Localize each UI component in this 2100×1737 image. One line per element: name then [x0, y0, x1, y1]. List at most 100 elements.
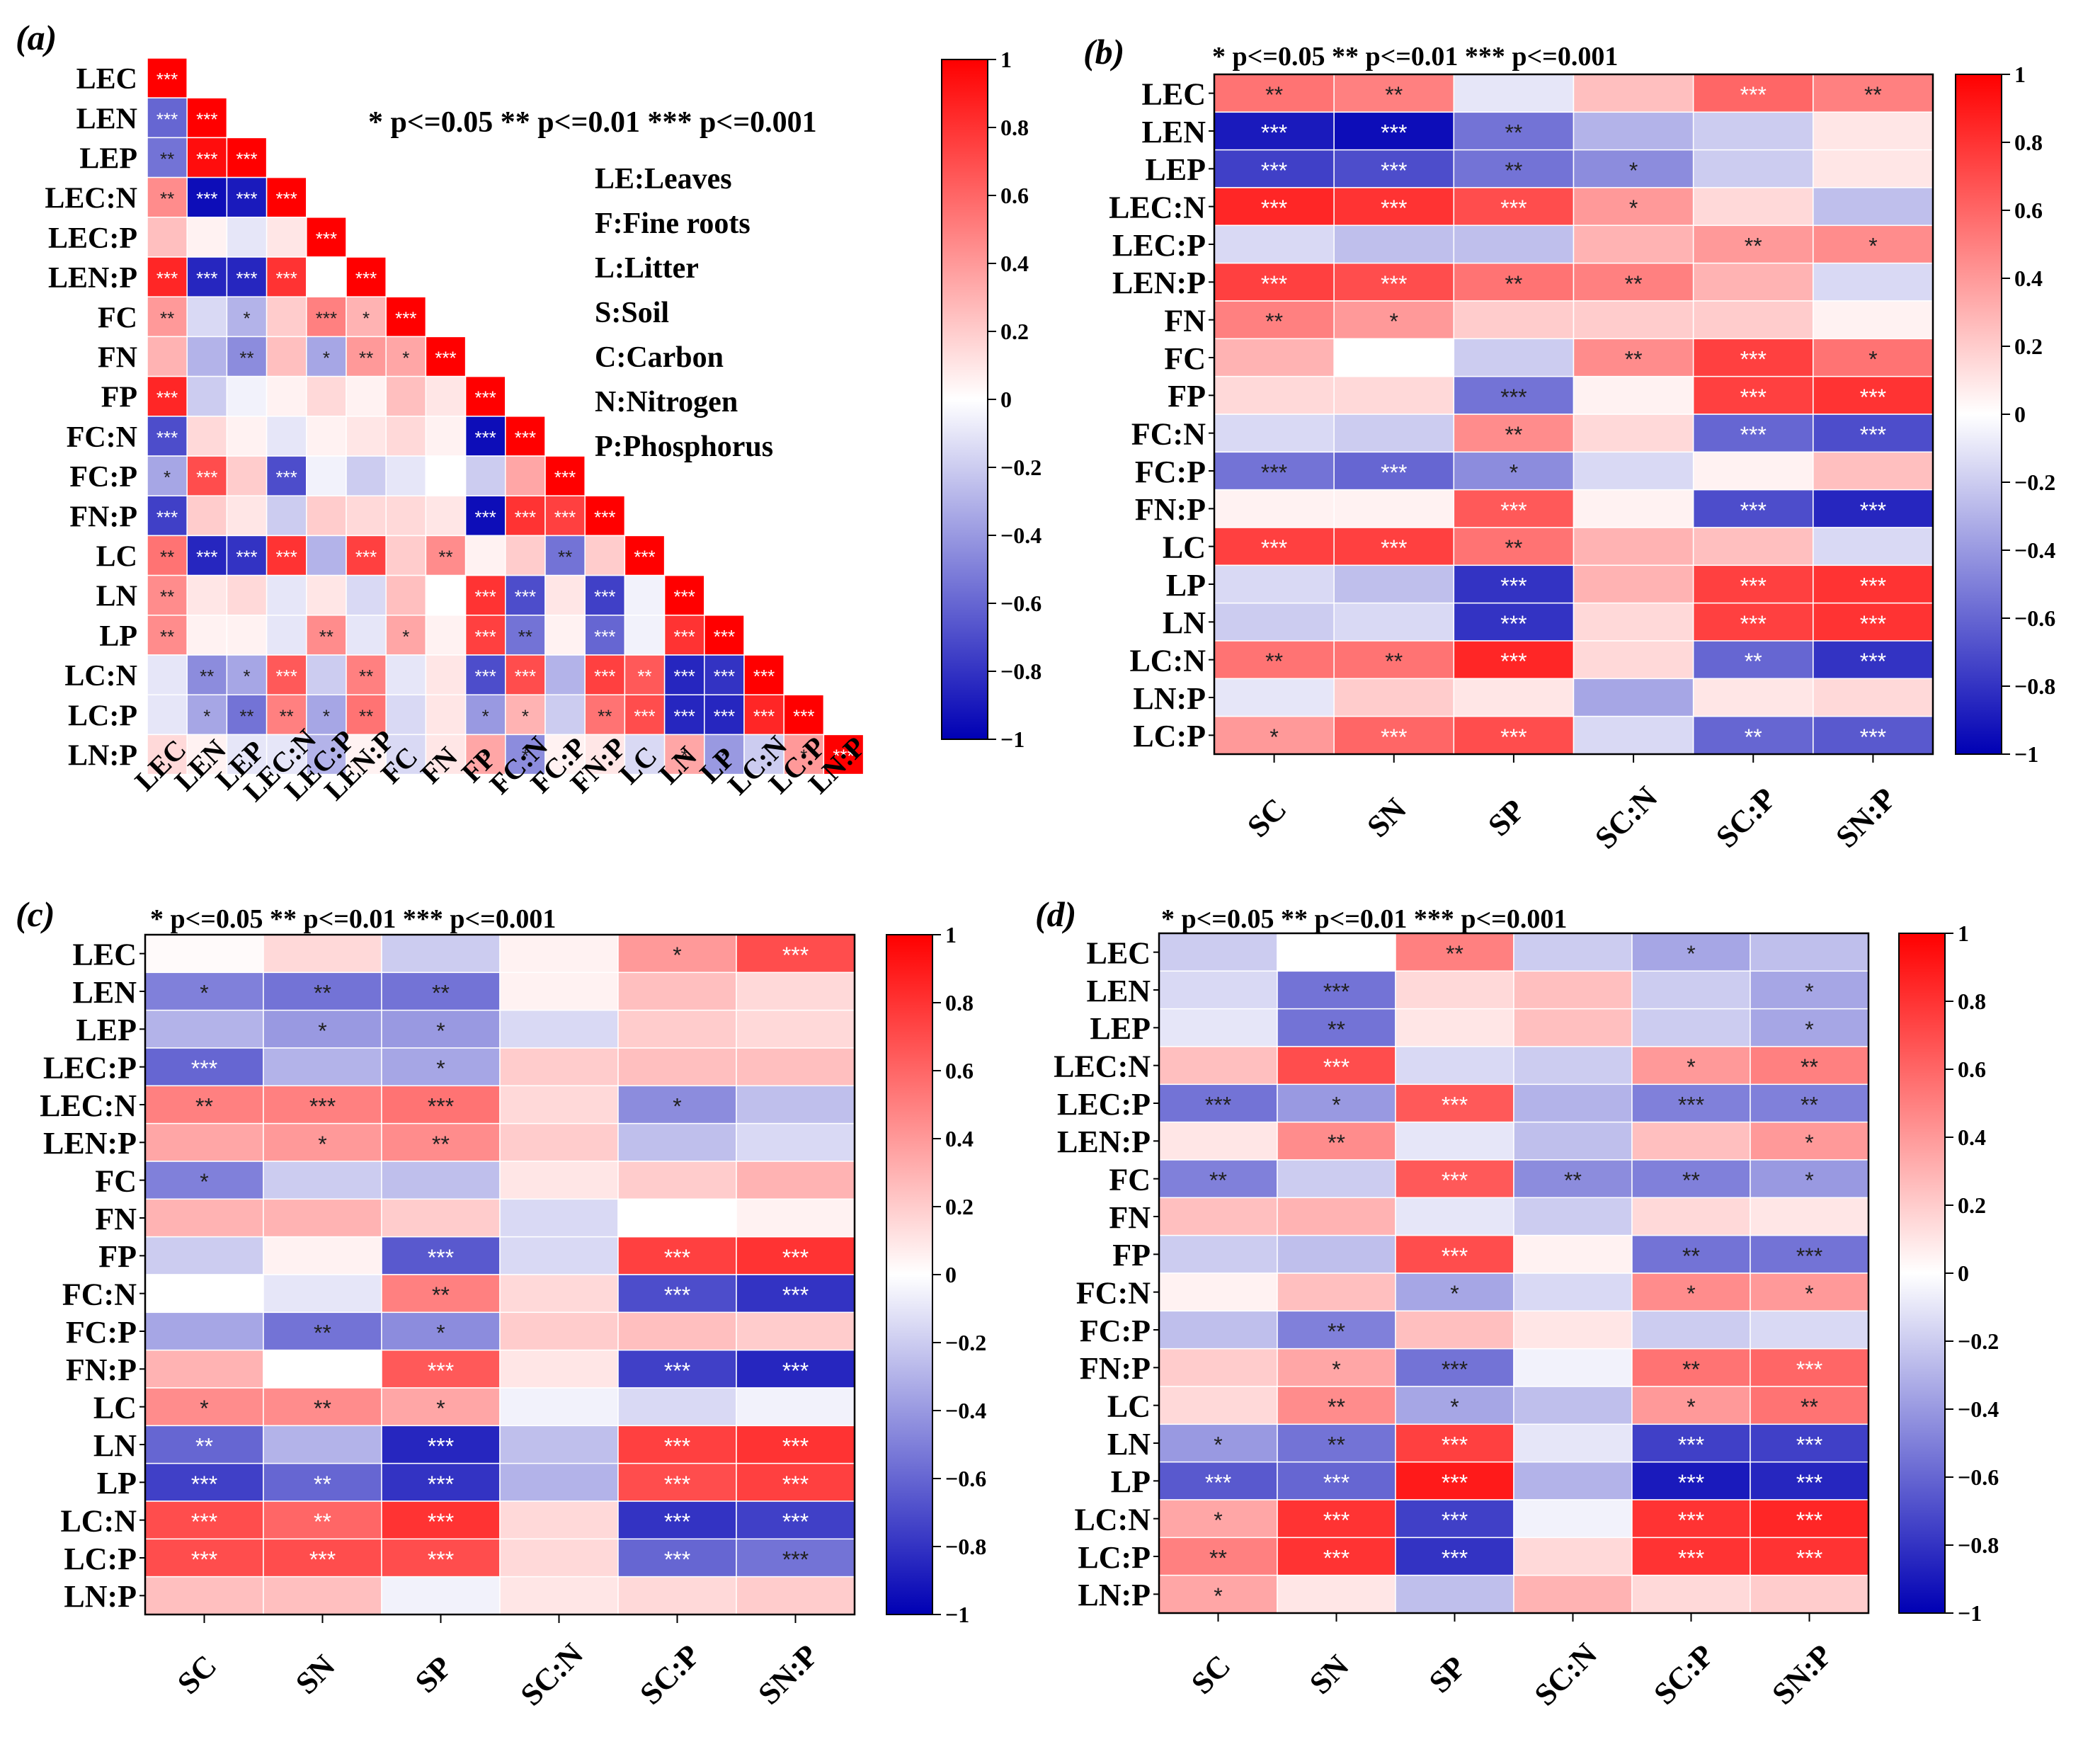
heatmap-cell [464, 574, 506, 616]
significance-label: *** [1381, 460, 1407, 485]
heatmap-cell [1631, 970, 1751, 1010]
heatmap-cell [1158, 970, 1278, 1010]
heatmap-cell [1750, 1121, 1869, 1161]
significance-label: * [1332, 1357, 1340, 1382]
heatmap-cell [544, 615, 586, 656]
heatmap-cell [147, 574, 188, 616]
significance-label: ** [314, 1396, 331, 1421]
heatmap-cell [186, 176, 228, 218]
heatmap-cell [1333, 300, 1455, 340]
significance-label: *** [1500, 195, 1527, 221]
column-label: SN [1360, 791, 1413, 844]
heatmap-cell [1158, 1083, 1278, 1123]
heatmap-cell [1277, 1234, 1396, 1274]
row-label: LEC [1142, 77, 1206, 112]
significance-label: *** [634, 547, 655, 568]
heatmap-cell [1813, 300, 1934, 340]
significance-label: * [1629, 195, 1638, 221]
colorbar-tick-label: −0.6 [1000, 591, 1042, 616]
heatmap-cell [1631, 1234, 1751, 1274]
heatmap-cell [736, 1349, 855, 1389]
row-label: LC:N [64, 660, 137, 693]
heatmap-cell [1214, 224, 1335, 264]
row-label: LN [96, 581, 137, 613]
row-label: LEN [76, 103, 137, 135]
heatmap-cell [743, 654, 784, 695]
significance-label: ** [239, 348, 253, 369]
heatmap-cell [1395, 1234, 1514, 1274]
significance-label: * [1269, 724, 1278, 750]
row-label: LN:P [1078, 1578, 1151, 1612]
colorbar-tick-label: 0.2 [945, 1194, 974, 1219]
significance-label: *** [1381, 120, 1407, 145]
heatmap-cell [1453, 564, 1575, 604]
heatmap-cell [266, 296, 307, 338]
significance-label: ** [1745, 649, 1762, 674]
row-label: LC:N [60, 1504, 137, 1539]
heatmap-cell [381, 1387, 501, 1427]
row-label: FN [1109, 1200, 1151, 1235]
significance-label: *** [309, 1547, 336, 1572]
significance-label: *** [236, 268, 257, 289]
significance-label: *** [1860, 611, 1886, 637]
significance-label: *** [1740, 385, 1767, 410]
significance-label: ** [1745, 724, 1762, 750]
heatmap-cell [186, 574, 228, 616]
significance-label: * [1805, 1017, 1813, 1042]
significance-label: *** [664, 1282, 690, 1308]
heatmap-cell [263, 1085, 382, 1124]
heatmap-cell [1513, 1537, 1633, 1576]
significance-label: * [1214, 1583, 1222, 1609]
heatmap-cell [266, 416, 307, 457]
heatmap-cell [425, 615, 467, 656]
heatmap-cell [499, 934, 619, 974]
heatmap-c: * ***LEC* ** **LEN* *LEP*** *LEC:P** *** *** *LE… [40, 933, 856, 1712]
heatmap-cell [1513, 1234, 1633, 1274]
significance-label: *** [276, 188, 297, 210]
panel-label-c: (c) [16, 894, 55, 934]
heatmap-cell [1395, 1537, 1514, 1576]
significance-label: *** [674, 705, 695, 727]
row-label: LEP [1090, 1011, 1151, 1046]
heatmap-cell [144, 934, 264, 974]
significance-label: *** [1442, 1432, 1468, 1457]
significance-label: *** [1796, 1432, 1822, 1457]
significance-label: ** [319, 626, 333, 647]
row-label: LP [99, 620, 137, 653]
heatmap-cell [144, 1576, 264, 1615]
significance-label: * [1868, 346, 1877, 372]
row-label: LEN:P [1112, 266, 1206, 300]
heatmap-cell [425, 535, 467, 576]
heatmap-cell [1453, 187, 1575, 227]
heatmap-cell [1513, 933, 1633, 972]
heatmap-cell [1214, 149, 1335, 188]
colorbar-gradient [1955, 74, 2002, 755]
significance-label: ** [1328, 1130, 1345, 1156]
row-label: LEC:N [1109, 190, 1206, 225]
heatmap-cell [266, 654, 307, 695]
heatmap-cell [1395, 1574, 1514, 1614]
significance-label: *** [1740, 82, 1767, 108]
heatmap-cell [144, 1425, 264, 1464]
row-label: LEC:P [1057, 1087, 1151, 1122]
heatmap-cell [1395, 970, 1514, 1010]
heatmap-cell [499, 1009, 619, 1049]
colorbar-tick-label: 0.6 [1000, 183, 1029, 208]
heatmap-cell [499, 1425, 619, 1464]
abbreviation-legend-item: LE:Leaves [595, 163, 732, 195]
heatmap-cell [736, 934, 855, 974]
significance-label: *** [1796, 1243, 1822, 1269]
significance-label: *** [1381, 195, 1407, 221]
significance-label: *** [191, 1547, 217, 1572]
column-label: SC:P [633, 1638, 707, 1712]
heatmap-cell [186, 734, 228, 775]
heatmap-cell [266, 495, 307, 537]
heatmap-cell [226, 256, 268, 297]
significance-label: ** [359, 666, 373, 687]
significance-label: *** [1261, 195, 1287, 221]
heatmap-cell [499, 1274, 619, 1314]
significance-label: *** [1500, 724, 1527, 750]
heatmap-cell [1453, 74, 1575, 113]
heatmap-cell [1395, 1386, 1514, 1425]
significance-label: *** [428, 1547, 454, 1572]
